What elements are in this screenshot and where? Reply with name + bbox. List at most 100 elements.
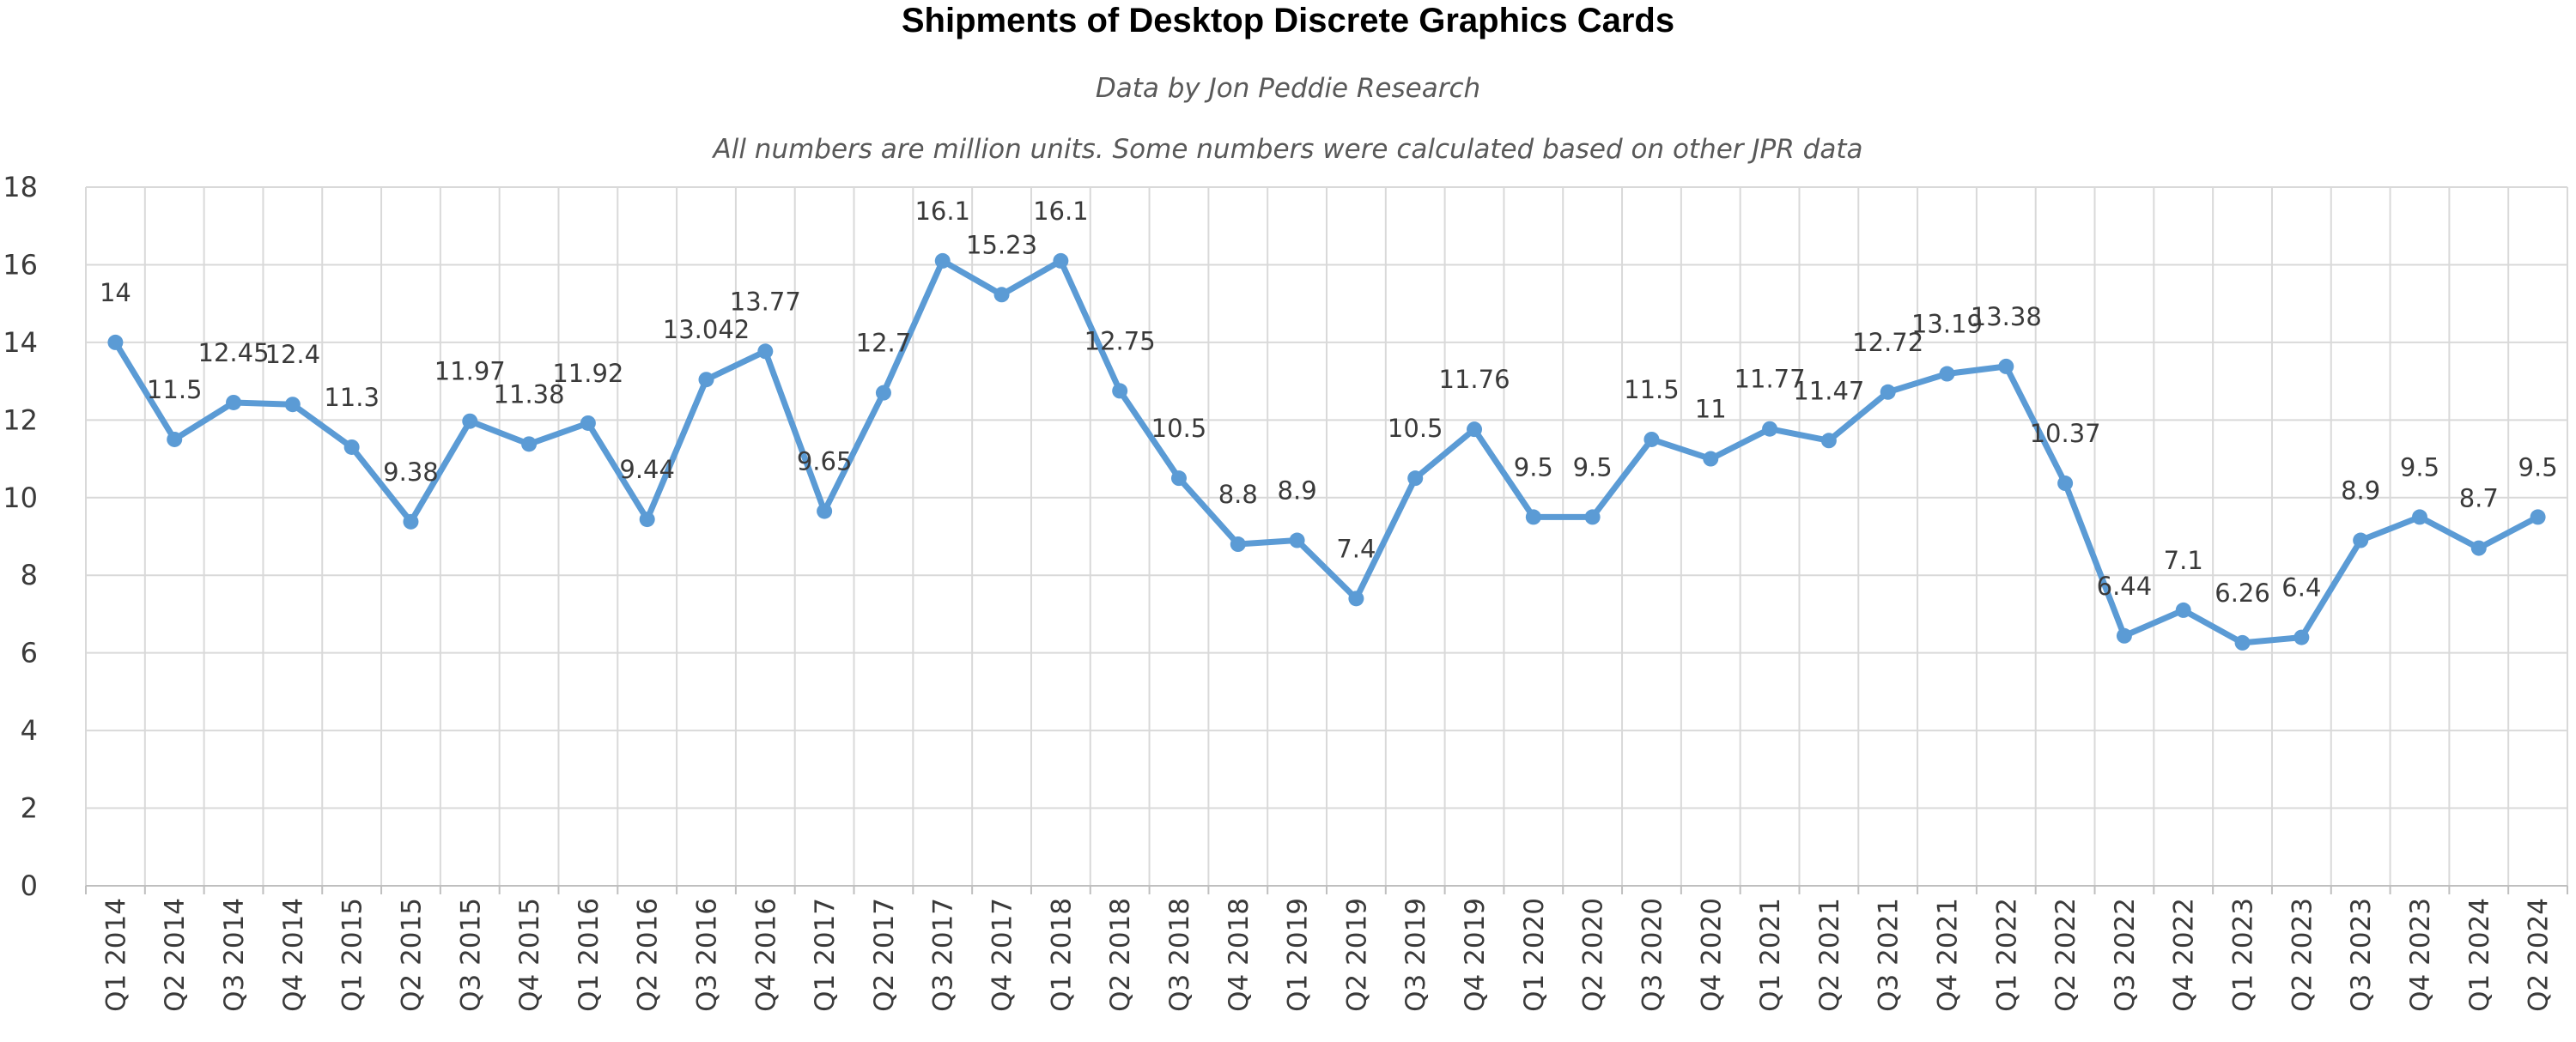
- y-axis-ticks: 0 2 4 6 8 10 12 14 16 18: [3, 171, 38, 902]
- y-tick-label: 16: [3, 248, 38, 281]
- x-tick-label: Q2 2022: [2050, 898, 2081, 1012]
- data-label: 16.1: [1033, 197, 1089, 226]
- x-tick-label: Q2 2023: [2287, 898, 2318, 1012]
- data-label: 13.77: [730, 287, 801, 316]
- data-label: 9.5: [2400, 452, 2439, 482]
- x-tick-label: Q3 2016: [692, 898, 723, 1012]
- data-label: 16.1: [914, 197, 970, 226]
- data-label: 9.5: [2518, 452, 2558, 482]
- x-tick-label: Q1 2015: [337, 898, 368, 1012]
- data-point: [1525, 509, 1541, 525]
- data-point: [580, 415, 596, 431]
- x-tick-label: Q3 2019: [1400, 898, 1431, 1012]
- data-point: [1467, 421, 1483, 438]
- data-label: 11.97: [434, 357, 506, 386]
- data-label: 6.44: [2097, 572, 2153, 601]
- data-label: 12.7: [856, 329, 912, 358]
- data-point: [1584, 509, 1601, 525]
- x-tick-label: Q4 2017: [987, 898, 1018, 1012]
- series-group: [107, 252, 2546, 651]
- x-tick-label: Q1 2019: [1283, 898, 1314, 1012]
- data-point: [934, 252, 951, 269]
- chart-title: Shipments of Desktop Discrete Graphics C…: [902, 2, 1674, 39]
- data-label: 11.76: [1439, 365, 1510, 394]
- y-tick-label: 0: [21, 869, 38, 902]
- data-point: [2411, 509, 2427, 525]
- data-label: 8.9: [1278, 476, 1317, 506]
- data-point: [1230, 536, 1246, 553]
- data-point: [462, 413, 478, 429]
- x-tick-label: Q1 2021: [1755, 898, 1786, 1012]
- x-tick-label: Q2 2024: [2524, 898, 2555, 1012]
- data-point: [817, 503, 833, 519]
- data-point: [698, 372, 714, 388]
- x-tick-label: Q3 2020: [1637, 898, 1668, 1012]
- data-label: 12.4: [265, 340, 321, 369]
- data-point: [1170, 470, 1187, 487]
- data-label: 9.65: [797, 447, 853, 476]
- data-point: [1998, 358, 2014, 374]
- data-point: [1820, 433, 1837, 449]
- y-tick-label: 8: [21, 559, 38, 591]
- data-point: [639, 512, 655, 528]
- data-point: [403, 513, 419, 530]
- data-label: 10.37: [2030, 419, 2101, 448]
- data-label: 11.38: [494, 379, 565, 409]
- data-point: [521, 436, 538, 452]
- data-point: [284, 397, 301, 413]
- data-point: [1939, 366, 1955, 382]
- x-tick-label: Q2 2014: [160, 898, 191, 1012]
- x-tick-label: Q4 2020: [1696, 898, 1727, 1012]
- x-tick-label: Q1 2017: [810, 898, 841, 1012]
- data-label: 6.4: [2281, 573, 2321, 603]
- x-tick-label: Q4 2014: [278, 898, 309, 1012]
- data-point: [2175, 602, 2191, 618]
- x-tick-label: Q1 2014: [100, 898, 131, 1012]
- x-tick-label: Q3 2015: [455, 898, 486, 1012]
- data-point: [1643, 431, 1660, 447]
- data-label: 9.5: [1514, 452, 1553, 482]
- x-tick-label: Q2 2021: [1814, 898, 1845, 1012]
- y-tick-label: 6: [21, 637, 38, 669]
- data-label: 11.3: [324, 383, 380, 412]
- data-point: [757, 343, 774, 360]
- x-tick-label: Q3 2021: [1874, 898, 1905, 1012]
- x-tick-label: Q4 2023: [2405, 898, 2436, 1012]
- x-tick-label: Q2 2020: [1578, 898, 1609, 1012]
- data-label: 10.5: [1151, 414, 1207, 443]
- data-point: [1348, 591, 1364, 607]
- data-point: [1289, 532, 1305, 548]
- data-label: 6.26: [2215, 579, 2270, 608]
- data-label: 9.5: [1573, 452, 1613, 482]
- data-point: [1053, 252, 1069, 269]
- data-label: 11.47: [1793, 376, 1864, 405]
- x-axis-ticks: Q1 2014 Q2 2014 Q3 2014 Q4 2014 Q1 2015 Q2 20…: [100, 898, 2554, 1012]
- data-point: [1762, 421, 1778, 437]
- data-label: 11: [1695, 395, 1727, 424]
- y-tick-label: 2: [21, 792, 38, 825]
- data-label: 9.38: [383, 457, 439, 487]
- data-label: 9.44: [619, 455, 675, 484]
- data-label: 12.45: [198, 338, 270, 367]
- x-tick-label: Q2 2019: [1341, 898, 1372, 1012]
- data-point: [2116, 627, 2132, 644]
- data-label: 14: [100, 278, 131, 307]
- data-label: 11.92: [552, 359, 623, 388]
- data-label: 11.5: [1624, 375, 1680, 404]
- y-tick-label: 14: [3, 326, 38, 359]
- data-label: 7.4: [1336, 534, 1376, 563]
- x-tick-label: Q3 2023: [2346, 898, 2377, 1012]
- x-tick-label: Q2 2015: [396, 898, 427, 1012]
- data-label: 7.1: [2164, 546, 2203, 575]
- series-line: [112, 257, 2542, 646]
- gridlines: [85, 186, 2568, 886]
- data-point: [2353, 532, 2369, 548]
- data-point: [167, 431, 183, 447]
- x-tick-label: Q2 2018: [1105, 898, 1136, 1012]
- data-point: [226, 394, 242, 410]
- x-tick-label: Q3 2017: [928, 898, 959, 1012]
- data-label: 13.19: [1911, 310, 1983, 339]
- data-point: [2234, 634, 2251, 651]
- data-point: [1703, 451, 1719, 467]
